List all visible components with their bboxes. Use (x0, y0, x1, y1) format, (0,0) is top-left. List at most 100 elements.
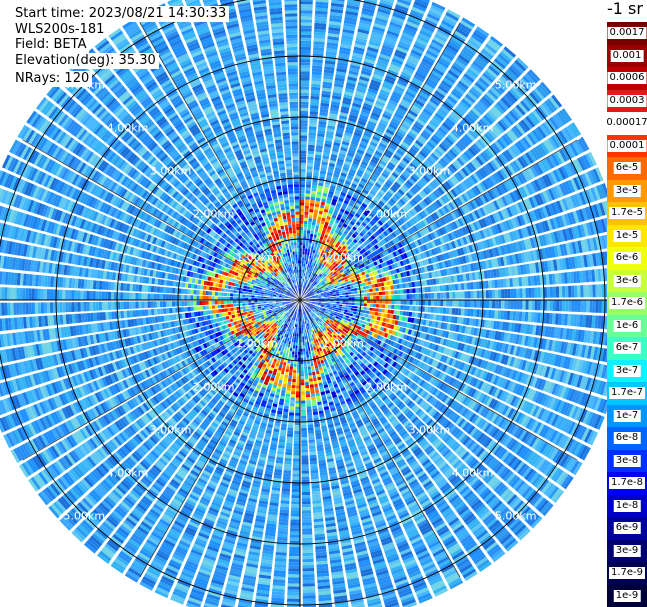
beta-cell (460, 282, 465, 290)
beta-cell (359, 194, 366, 200)
beta-cell (332, 261, 337, 266)
beta-cell (351, 196, 357, 202)
beta-cell (311, 272, 314, 276)
beta-cell (348, 302, 352, 305)
beta-cell (397, 300, 401, 305)
beta-cell (357, 169, 364, 175)
beta-cell (467, 39, 481, 50)
beta-cell (348, 238, 353, 243)
beta-cell (346, 123, 355, 129)
beta-cell (324, 221, 329, 226)
beta-cell (379, 53, 391, 60)
beta-cell (300, 92, 309, 96)
beta-cell (436, 87, 447, 97)
beta-cell (424, 306, 428, 313)
beta-cell (413, 123, 423, 132)
beta-cell (341, 143, 349, 149)
beta-cell (381, 207, 388, 213)
beta-cell (341, 290, 346, 293)
beta-cell (408, 311, 413, 317)
beta-cell (345, 126, 354, 132)
beta-cell (378, 177, 385, 184)
beta-cell (372, 73, 384, 80)
beta-cell (390, 309, 394, 314)
beta-cell (306, 280, 309, 284)
beta-cell (399, 101, 410, 109)
beta-cell (390, 120, 399, 128)
beta-cell (332, 92, 342, 97)
beta-cell (574, 285, 578, 298)
beta-cell (394, 181, 401, 188)
beta-cell (361, 108, 371, 115)
beta-cell (369, 201, 376, 207)
beta-cell (327, 168, 334, 173)
beta-cell (303, 260, 306, 264)
beta-cell (467, 308, 471, 317)
beta-cell (427, 122, 437, 131)
beta-cell (506, 68, 518, 81)
beta-cell (300, 245, 303, 249)
beta-cell (359, 76, 370, 82)
beta-cell (300, 184, 305, 188)
beta-cell (366, 303, 371, 307)
beta-cell (414, 120, 424, 129)
beta-cell (369, 161, 377, 168)
beta-cell (301, 266, 304, 270)
beta-cell (385, 304, 389, 309)
beta-cell (307, 150, 315, 155)
beta-cell (367, 46, 379, 53)
beta-cell (331, 147, 339, 153)
beta-cell (409, 162, 418, 170)
beta-cell (378, 121, 387, 128)
beta-cell (568, 300, 572, 312)
beta-cell (303, 233, 307, 237)
beta-cell (413, 74, 425, 83)
beta-cell (316, 191, 322, 196)
beta-cell (501, 289, 505, 299)
beta-cell (314, 22, 327, 27)
beta-cell (409, 294, 413, 299)
beta-cell (320, 102, 330, 107)
beta-cell (355, 188, 362, 194)
beta-cell (414, 170, 422, 179)
beta-cell (474, 28, 488, 40)
beta-cell (300, 223, 304, 227)
beta-cell (363, 200, 369, 206)
beta-cell (336, 256, 341, 261)
beta-cell (577, 300, 581, 312)
beta-cell (304, 211, 309, 215)
beta-cell (345, 82, 356, 88)
beta-cell (399, 310, 404, 316)
beta-cell (312, 265, 315, 270)
beta-cell (353, 215, 359, 221)
beta-cell (312, 175, 319, 180)
beta-cell (311, 279, 315, 283)
beta-cell (430, 4, 445, 14)
beta-cell (300, 1, 313, 5)
beta-cell (306, 172, 313, 176)
beta-cell (366, 195, 373, 201)
beta-cell (426, 78, 438, 87)
beta-cell (313, 209, 319, 214)
beta-cell (386, 146, 395, 154)
beta-cell (310, 287, 314, 290)
beta-cell (388, 188, 395, 195)
beta-cell (347, 174, 354, 180)
beta-cell (321, 161, 328, 166)
beta-cell (386, 164, 394, 171)
beta-cell (465, 114, 476, 124)
beta-cell (359, 232, 365, 237)
beta-cell (396, 164, 405, 171)
beta-cell (348, 171, 355, 177)
beta-cell (413, 157, 422, 166)
beta-cell (398, 161, 407, 169)
beta-cell (355, 151, 364, 158)
beta-cell (305, 184, 311, 188)
beta-cell (326, 171, 333, 176)
beta-cell (491, 84, 503, 96)
beta-cell (300, 86, 310, 90)
beta-cell (306, 233, 310, 237)
beta-cell (388, 300, 392, 304)
beta-cell (385, 149, 394, 156)
beta-cell (300, 19, 312, 23)
